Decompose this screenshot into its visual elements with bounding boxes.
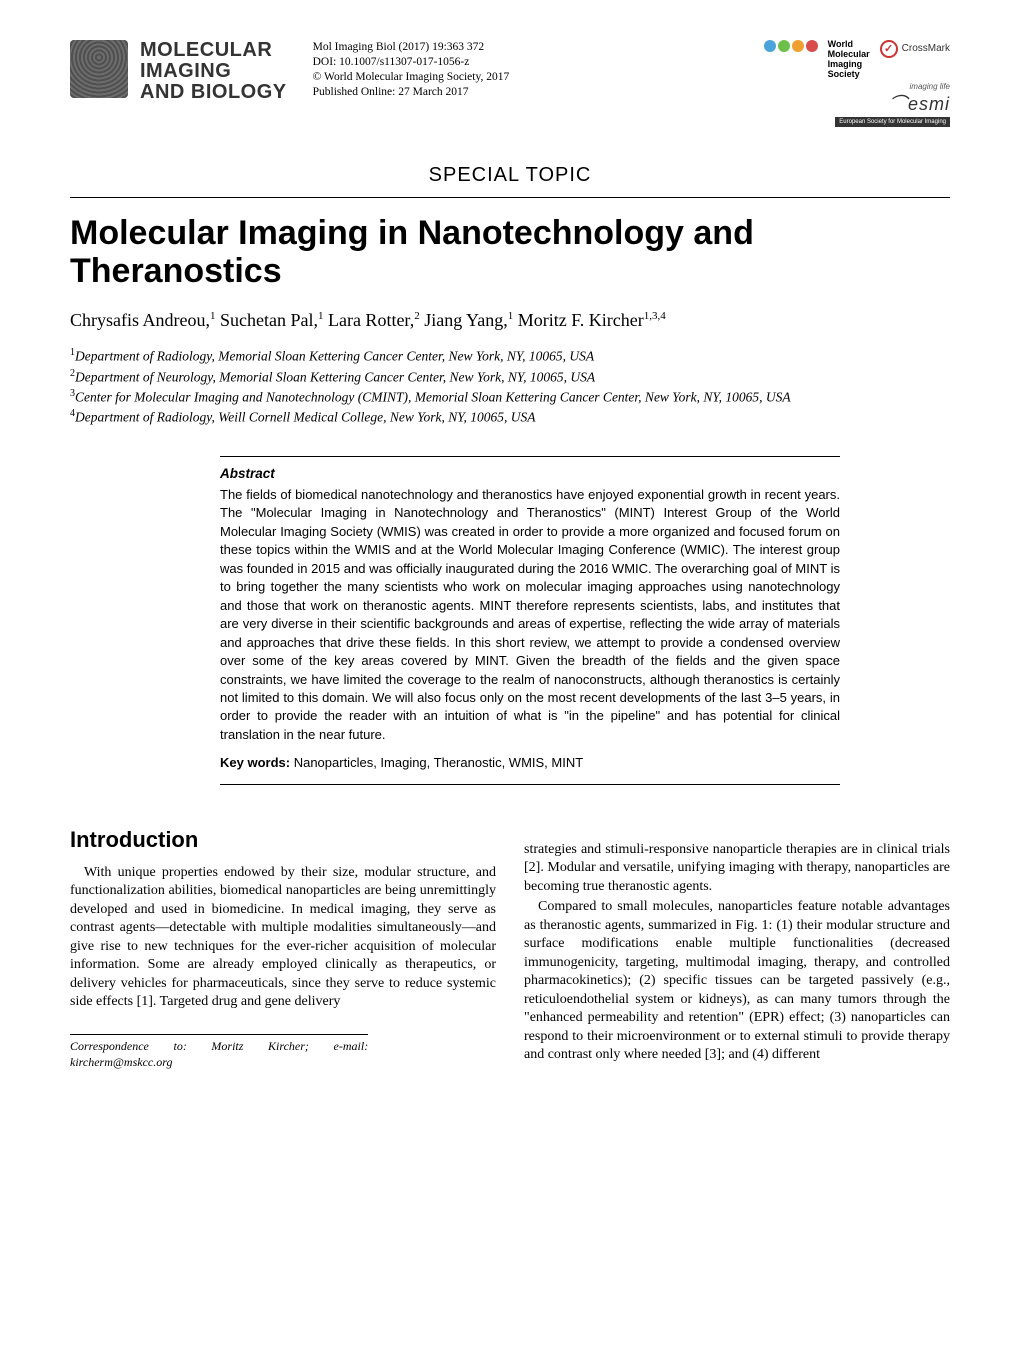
publication-info: Mol Imaging Biol (2017) 19:363 372 DOI: … (313, 40, 510, 100)
keywords-row: Key words: Nanoparticles, Imaging, Thera… (220, 754, 840, 774)
correspondence-label: Correspondence to: (70, 1039, 187, 1053)
introduction-heading: Introduction (70, 825, 496, 854)
affiliation-text: Department of Neurology, Memorial Sloan … (75, 369, 595, 384)
journal-name-line: MOLECULAR (140, 40, 287, 61)
esmi-word: esmi (908, 94, 950, 114)
divider (70, 197, 950, 198)
pubinfo-line: DOI: 10.1007/s11307-017-1056-z (313, 55, 510, 70)
wmi-ball-icon (792, 40, 804, 52)
affiliation-line: 1Department of Radiology, Memorial Sloan… (70, 346, 950, 366)
header-row: MOLECULAR IMAGING AND BIOLOGY Mol Imagin… (70, 40, 950, 127)
esmi-logo: imaging life ⌒esmi European Society for … (835, 82, 950, 127)
abstract-heading: Abstract (220, 465, 840, 483)
crossmark-icon: ✓ (880, 40, 898, 58)
abstract-text: The fields of biomedical nanotechnology … (220, 486, 840, 744)
keywords-label: Key words: (220, 755, 290, 770)
affiliation-line: 3Center for Molecular Imaging and Nanote… (70, 387, 950, 407)
body-paragraph: Compared to small molecules, nanoparticl… (524, 898, 950, 1064)
journal-logo-icon (70, 40, 128, 98)
esmi-tagline: imaging life (910, 82, 950, 93)
affiliation-text: Department of Radiology, Weill Cornell M… (75, 410, 536, 425)
keywords-text: Nanoparticles, Imaging, Theranostic, WMI… (294, 755, 583, 770)
left-column: Introduction With unique properties endo… (70, 793, 496, 1070)
correspondence-email-label: e-mail: (334, 1039, 369, 1053)
abstract-block: Abstract The fields of biomedical nanote… (220, 456, 840, 785)
journal-logo-block: MOLECULAR IMAGING AND BIOLOGY Mol Imagin… (70, 40, 509, 103)
right-column: strategies and stimuli-responsive nanopa… (524, 793, 950, 1070)
affiliation-text: Department of Radiology, Memorial Sloan … (75, 349, 594, 364)
correspondence-name: Moritz Kircher; (211, 1039, 309, 1053)
journal-name-line: AND BIOLOGY (140, 82, 287, 103)
author-list: Chrysafis Andreou,1 Suchetan Pal,1 Lara … (70, 308, 950, 332)
wmi-ball-icon (806, 40, 818, 52)
wmi-ball-icon (778, 40, 790, 52)
journal-name-line: IMAGING (140, 61, 287, 82)
crossmark-label: CrossMark (902, 42, 950, 56)
body-paragraph: strategies and stimuli-responsive nanopa… (524, 841, 950, 896)
affiliation-text: Center for Molecular Imaging and Nanotec… (75, 389, 791, 404)
wmi-society-logo: World Molecular Imaging Society ✓ CrossM… (764, 40, 950, 80)
pubinfo-line: Mol Imaging Biol (2017) 19:363 372 (313, 40, 510, 55)
crossmark-badge[interactable]: ✓ CrossMark (880, 40, 950, 58)
abstract-top-rule (220, 456, 840, 457)
right-badges: World Molecular Imaging Society ✓ CrossM… (764, 40, 950, 127)
article-type-label: SPECIAL TOPIC (70, 162, 950, 189)
wmi-balls-icon (764, 40, 818, 52)
esmi-text: ⌒esmi (889, 92, 950, 116)
correspondence-email: kircherm@mskcc.org (70, 1055, 172, 1069)
body-paragraph: With unique properties endowed by their … (70, 864, 496, 1012)
affiliation-line: 2Department of Neurology, Memorial Sloan… (70, 367, 950, 387)
esmi-subtitle: European Society for Molecular Imaging (835, 117, 950, 127)
article-title: Molecular Imaging in Nanotechnology and … (70, 214, 950, 290)
wmi-ball-icon (764, 40, 776, 52)
pubinfo-line: © World Molecular Imaging Society, 2017 (313, 70, 510, 85)
wmi-text: World Molecular Imaging Society (828, 40, 870, 80)
affiliation-line: 4Department of Radiology, Weill Cornell … (70, 407, 950, 427)
body-columns: Introduction With unique properties endo… (70, 793, 950, 1070)
pubinfo-line: Published Online: 27 March 2017 (313, 85, 510, 100)
correspondence-footnote: Correspondence to: Moritz Kircher; e-mai… (70, 1034, 368, 1071)
affiliations: 1Department of Radiology, Memorial Sloan… (70, 346, 950, 428)
journal-name: MOLECULAR IMAGING AND BIOLOGY (140, 40, 287, 103)
wmi-line: Society (828, 70, 870, 80)
abstract-bottom-rule (220, 784, 840, 785)
